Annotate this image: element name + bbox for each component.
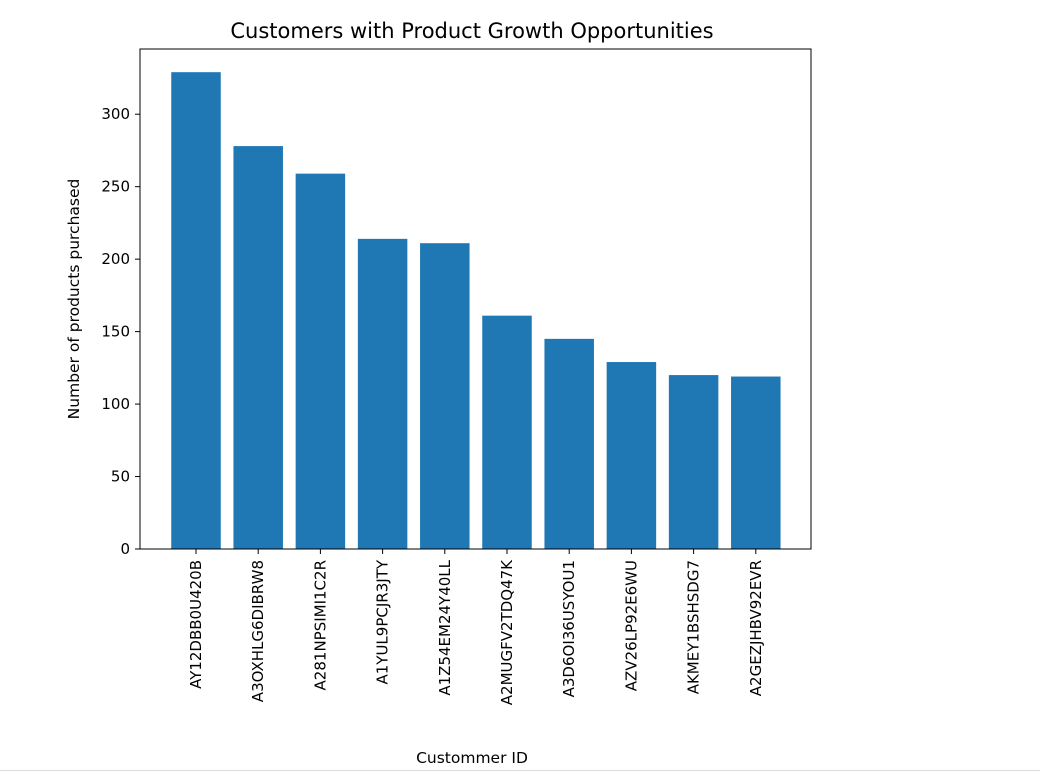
bar-5 (482, 315, 532, 549)
bar-7 (606, 362, 657, 549)
bar-8 (668, 375, 719, 549)
bar-2 (295, 173, 346, 549)
chart-title: Customers with Product Growth Opportunit… (230, 19, 713, 43)
bars-group (171, 72, 781, 550)
y-tick-label: 150 (101, 323, 130, 341)
y-tick-label: 50 (111, 468, 130, 486)
x-tick-label: A2MUGFV2TDQ47K (498, 559, 516, 705)
y-axis: 0 50 100 150 200 250 300 (101, 105, 140, 558)
y-tick-label: 200 (101, 250, 130, 268)
bar-1 (233, 146, 283, 550)
x-tick-label: A1Z54EM24Y40LL (436, 559, 454, 695)
x-tick-label: AY12DBB0U420B (187, 560, 205, 689)
y-axis-label: Number of products purchased (65, 179, 83, 420)
x-tick-label: A281NPSIMI1C2R (311, 560, 329, 690)
x-tick-label: A3D6OI36USYOU1 (560, 560, 578, 697)
x-tick-label: A3OXHLG6DIBRW8 (249, 560, 267, 702)
y-tick-label: 0 (120, 540, 130, 558)
x-tick-label: A2GEZJHBV92EVR (747, 560, 765, 696)
bar-3 (357, 238, 408, 549)
x-tick-label: AZV26LP92E6WU (622, 560, 640, 691)
plot-frame (139, 48, 812, 550)
x-tick-label: AKMEY1BSHSDG7 (685, 560, 703, 694)
x-axis-label: Custommer ID (416, 749, 528, 767)
y-tick-label: 100 (101, 395, 130, 413)
bar-4 (420, 243, 470, 550)
y-tick-label: 250 (101, 178, 130, 196)
x-axis: AY12DBB0U420B A3OXHLG6DIBRW8 A281NPSIMI1C2… (187, 549, 765, 705)
bar-0 (171, 72, 221, 549)
bottom-divider (0, 770, 1040, 771)
y-tick-label: 300 (101, 105, 130, 123)
x-tick-label: A1YUL9PCJR3JTY (374, 559, 392, 684)
bar-6 (544, 338, 594, 549)
bar-9 (731, 376, 781, 549)
